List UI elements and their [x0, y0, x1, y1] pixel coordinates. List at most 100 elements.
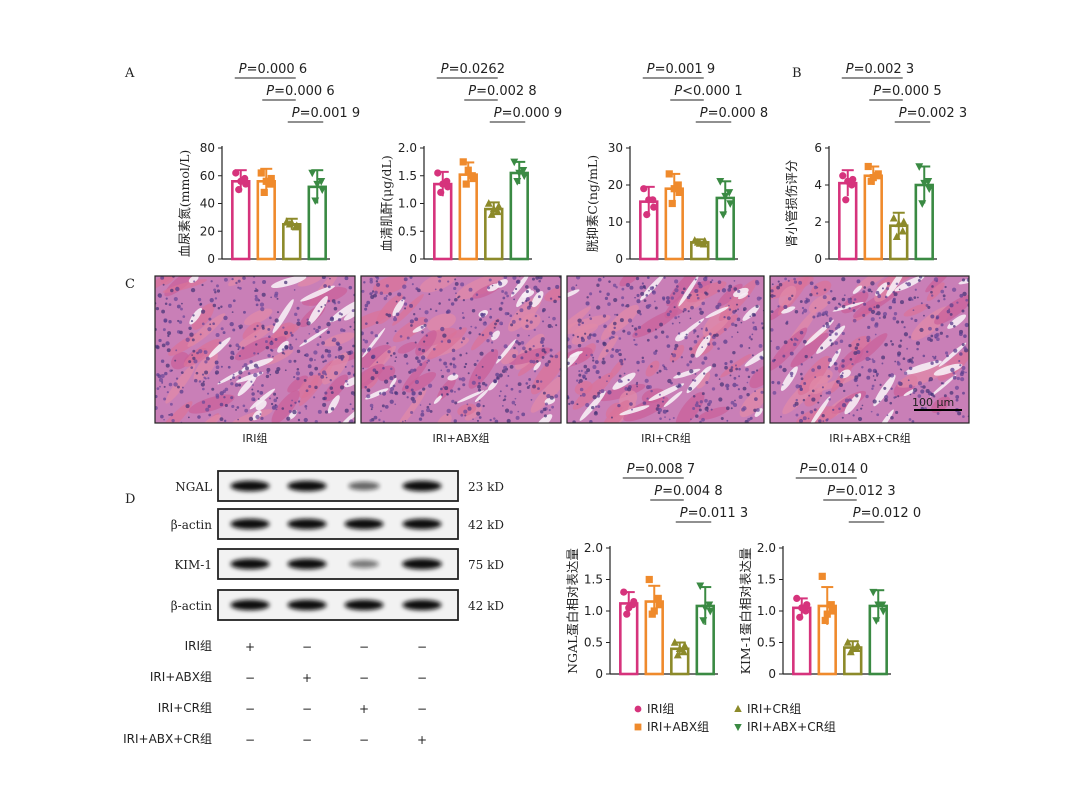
group-sign: −	[245, 733, 255, 747]
data-point	[823, 610, 831, 618]
p-value-label: P=0.001 9	[292, 106, 360, 121]
data-point	[469, 174, 477, 183]
data-point	[725, 189, 734, 197]
data-point	[679, 647, 688, 656]
group-sign: −	[417, 702, 427, 716]
data-point	[318, 186, 327, 194]
y-tick-label: 2.0	[398, 141, 417, 155]
chart-ngal: 0 0.5 1.0 1.5 2.0 NGAL蛋白相对表达量 P=0.008 7 P=0.004…	[565, 462, 748, 681]
p-value-label: P=0.002 8	[468, 84, 536, 99]
data-point	[434, 169, 442, 177]
protein-band	[402, 480, 442, 492]
data-point	[915, 163, 924, 171]
data-point	[437, 188, 445, 196]
data-point	[864, 162, 872, 171]
western-blot: NGAL 23 kD β-actin 42 kD KIM-1 75 kD β-actin 42…	[123, 470, 504, 747]
y-tick-label: 0	[615, 252, 623, 266]
data-point	[899, 217, 908, 226]
p-value-label: P=0.0262	[441, 62, 505, 77]
data-point	[267, 174, 275, 183]
p-value-label: P=0.012 3	[827, 484, 895, 499]
protein-band	[402, 558, 442, 570]
data-point	[827, 601, 835, 609]
data-point	[874, 170, 882, 178]
data-point	[892, 232, 901, 241]
data-point	[675, 644, 684, 653]
group-sign: −	[302, 702, 312, 716]
data-point	[645, 196, 653, 204]
data-point	[898, 226, 907, 235]
circle-icon	[634, 705, 642, 713]
blot-label: β-actin	[171, 518, 213, 532]
data-point	[844, 177, 852, 185]
data-point	[699, 617, 708, 625]
y-tick-label: 80	[200, 141, 215, 155]
data-point	[640, 185, 648, 193]
group-row-label: IRI+ABX组	[150, 670, 212, 684]
blot-label: KIM-1	[174, 558, 212, 572]
data-point	[645, 575, 653, 584]
y-tick-label: 10	[608, 215, 623, 229]
data-point	[706, 607, 715, 616]
data-point	[798, 604, 806, 612]
data-point	[519, 166, 528, 175]
y-axis-label: 血清肌酐(μg/dL)	[379, 155, 394, 251]
p-value-label: P=0.004 8	[654, 484, 722, 499]
data-point	[487, 210, 496, 218]
blot-size: 23 kD	[468, 480, 504, 494]
data-point	[869, 174, 877, 182]
p-value-label: P=0.002 3	[899, 106, 967, 121]
p-value-label: P=0.012 0	[853, 506, 921, 521]
data-point	[869, 588, 878, 597]
data-point	[848, 644, 857, 653]
y-tick-label: 1.5	[398, 169, 417, 183]
data-point	[842, 196, 850, 204]
group-sign: −	[417, 640, 427, 654]
blot-label: β-actin	[171, 599, 213, 613]
histology-image-iri-cr	[566, 275, 765, 424]
y-tick-label: 60	[200, 169, 215, 183]
data-point	[670, 185, 678, 193]
group-sign: −	[417, 671, 427, 685]
p-value-label: P=0.000 8	[700, 106, 768, 121]
group-sign: +	[302, 671, 312, 685]
data-point	[262, 177, 270, 185]
data-point	[257, 169, 265, 177]
group-row-label: IRI组	[185, 639, 212, 653]
data-point	[839, 172, 847, 180]
p-value-label: P<0.000 1	[674, 84, 742, 99]
protein-band	[287, 480, 327, 492]
data-point	[462, 180, 470, 188]
group-sign: −	[359, 671, 369, 685]
group-sign: −	[245, 671, 255, 685]
blot-strip	[217, 589, 459, 621]
panel-label-c: C	[125, 277, 135, 292]
data-point	[716, 178, 725, 186]
data-point	[260, 188, 268, 196]
p-value-label: P=0.000 6	[266, 84, 334, 99]
data-point	[696, 582, 705, 591]
histology-panels: 100 μm IRI组 IRI+ABX组 IRI+CR组 IRI+ABX+CR组	[154, 275, 970, 445]
y-tick-label: 4	[814, 178, 822, 192]
data-point	[520, 172, 529, 181]
y-tick-label: 2	[814, 215, 822, 229]
blot-size: 42 kD	[468, 599, 504, 613]
data-point	[292, 221, 301, 229]
protein-band	[349, 560, 379, 568]
y-tick-label: 2.0	[584, 541, 603, 555]
group-sign: −	[359, 733, 369, 747]
p-value-label: P=0.011 3	[680, 506, 748, 521]
legend-label: IRI+ABX+CR组	[747, 720, 836, 734]
y-tick-label: 20	[608, 178, 623, 192]
data-point	[654, 594, 662, 602]
data-point	[489, 204, 498, 213]
y-axis-label: 肾小管损伤评分	[784, 160, 799, 248]
data-point	[313, 180, 322, 189]
chart-cystatin: 0 10 20 30 胱抑素C(ng/mL) P=0.001 9 P<0.000 1 P=0.…	[585, 62, 768, 266]
y-axis-label: KIM-1蛋白相对表达量	[738, 548, 753, 675]
chart-kim1: 0 0.5 1.0 1.5 2.0 KIM-1蛋白相对表达量 P=0.014 0 P=0.01…	[738, 462, 921, 681]
data-point	[879, 607, 888, 616]
y-axis-label: 胱抑素C(ng/mL)	[585, 155, 600, 252]
data-point	[459, 158, 467, 166]
